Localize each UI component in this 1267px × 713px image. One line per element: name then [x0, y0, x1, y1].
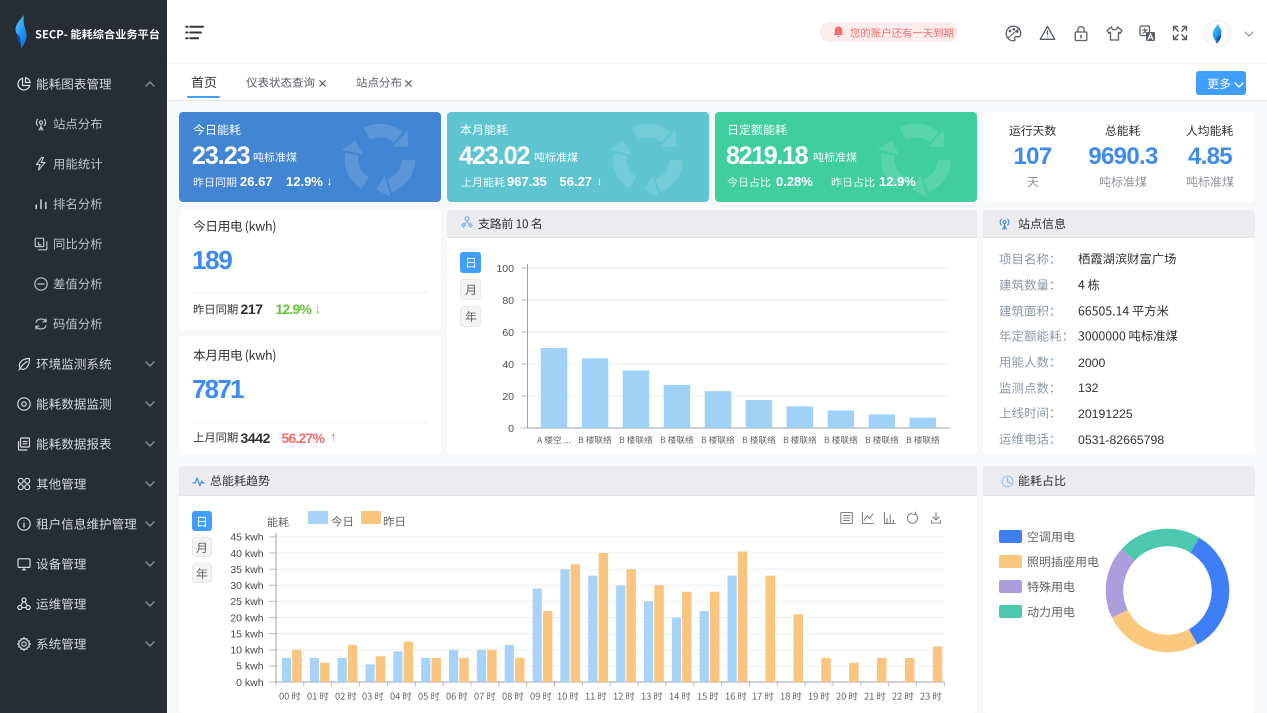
svg-text:15 kwh: 15 kwh [230, 628, 263, 640]
svg-text:30 kwh: 30 kwh [230, 580, 263, 592]
svg-text:60: 60 [502, 327, 514, 339]
svg-text:25 kwh: 25 kwh [230, 596, 263, 608]
svg-text:5 kwh: 5 kwh [236, 661, 264, 673]
svg-text:0: 0 [508, 423, 514, 435]
svg-text:10 kwh: 10 kwh [230, 645, 263, 657]
svg-text:35 kwh: 35 kwh [230, 564, 263, 576]
svg-text:40: 40 [502, 359, 514, 371]
svg-text:40 kwh: 40 kwh [230, 548, 263, 560]
svg-text:0 kwh: 0 kwh [236, 677, 264, 689]
svg-text:20: 20 [502, 391, 514, 403]
svg-text:20 kwh: 20 kwh [230, 612, 263, 624]
svg-text:80: 80 [502, 295, 514, 307]
svg-text:100: 100 [496, 263, 514, 275]
svg-text:45 kwh: 45 kwh [230, 532, 263, 544]
